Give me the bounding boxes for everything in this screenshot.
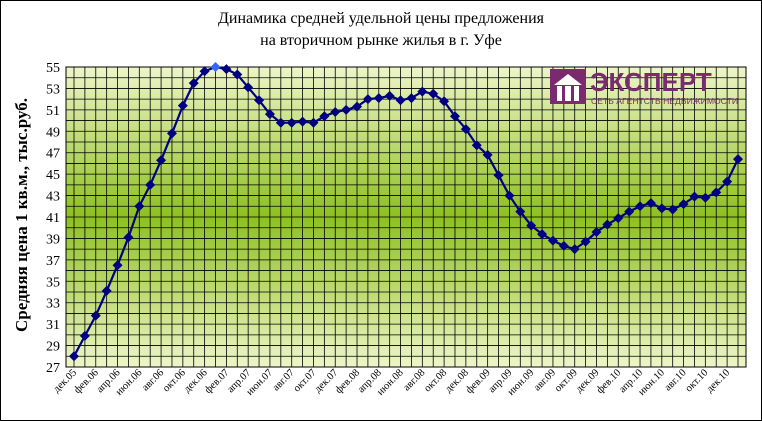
data-point xyxy=(199,66,210,77)
data-point xyxy=(79,330,90,341)
x-tick-label: авг.09 xyxy=(532,367,558,393)
y-tick-label: 31 xyxy=(46,318,60,333)
data-point xyxy=(428,88,439,99)
data-point xyxy=(504,190,515,201)
x-tick-label: авг.10 xyxy=(663,367,689,393)
data-point xyxy=(297,116,308,127)
chart-title-line-2: на вторичном рынке жилья в г. Уфе xyxy=(260,32,502,49)
data-point xyxy=(264,109,275,120)
logo-wordmark: ЭКСПЕРТ xyxy=(590,67,712,97)
data-point xyxy=(547,235,558,246)
data-point xyxy=(134,201,145,212)
y-tick-label: 37 xyxy=(46,254,60,269)
data-point xyxy=(112,260,123,271)
x-tick-label: фев.06 xyxy=(72,367,101,396)
data-point xyxy=(166,128,177,139)
y-axis-ticks: 27 29 31 33 35 37 39 41 43 45 47 49 51 53 55 xyxy=(46,61,60,376)
data-point xyxy=(101,285,112,296)
x-tick-label: авг.07 xyxy=(271,367,297,393)
data-point xyxy=(471,140,482,151)
logo-house-icon xyxy=(550,69,586,104)
logo-tagline: СЕТЬ АГЕНТСТВ НЕДВИЖИМОСТИ xyxy=(591,96,738,106)
ekspert-logo: ЭКСПЕРТ СЕТЬ АГЕНТСТВ НЕДВИЖИМОСТИ xyxy=(550,67,738,106)
data-point xyxy=(384,90,395,101)
data-point xyxy=(700,192,711,203)
y-tick-label: 33 xyxy=(46,297,60,312)
data-point xyxy=(406,93,417,104)
data-point xyxy=(678,199,689,210)
y-tick-label: 27 xyxy=(46,361,60,376)
x-tick-label: авг.08 xyxy=(401,367,427,393)
data-point xyxy=(319,111,330,122)
chart-title-line-1: Динамика средней удельной цены предложен… xyxy=(217,10,545,27)
y-tick-label: 39 xyxy=(46,232,60,247)
x-tick-label: фев.09 xyxy=(464,367,493,396)
data-point xyxy=(591,227,602,237)
data-point xyxy=(254,95,265,106)
y-tick-label: 35 xyxy=(46,275,60,290)
data-point xyxy=(569,244,580,255)
data-point xyxy=(449,111,460,122)
y-tick-label: 45 xyxy=(46,168,60,183)
y-tick-label: 53 xyxy=(46,82,60,97)
data-point xyxy=(493,170,504,181)
y-tick-label: 49 xyxy=(46,125,60,140)
data-point xyxy=(711,187,722,198)
x-tick-label: авг.06 xyxy=(140,367,166,393)
data-point xyxy=(733,154,743,165)
data-point xyxy=(537,229,548,240)
data-point xyxy=(69,351,79,362)
data-point xyxy=(482,149,493,160)
y-tick-label: 41 xyxy=(46,211,60,226)
data-point xyxy=(308,117,319,128)
data-point xyxy=(635,201,646,212)
data-point xyxy=(667,204,678,215)
data-point xyxy=(395,95,406,106)
data-point xyxy=(286,117,297,128)
data-point xyxy=(417,86,428,97)
data-point xyxy=(90,310,101,321)
data-point xyxy=(656,203,667,214)
series-price xyxy=(69,62,743,362)
data-point xyxy=(188,78,199,89)
data-point xyxy=(613,213,624,224)
data-point xyxy=(515,206,526,217)
data-point xyxy=(232,69,243,80)
y-tick-label: 29 xyxy=(46,340,60,355)
data-point xyxy=(645,198,656,209)
data-point xyxy=(341,104,352,115)
data-point xyxy=(145,179,156,190)
data-point xyxy=(689,191,700,202)
data-point xyxy=(330,107,341,117)
data-point xyxy=(362,94,373,105)
data-point xyxy=(243,82,254,93)
x-axis-ticks: дек.05фев.06апр.06июн.06авг.06окт.06дек.… xyxy=(51,367,732,398)
data-point xyxy=(439,96,450,107)
x-tick-label: фев.07 xyxy=(203,367,232,396)
data-point xyxy=(580,236,591,247)
x-tick-label: фев.08 xyxy=(333,367,362,396)
data-point xyxy=(624,206,635,217)
data-point xyxy=(177,100,188,111)
data-point xyxy=(602,219,613,230)
data-point xyxy=(558,240,569,251)
data-point xyxy=(460,124,471,135)
data-point xyxy=(156,155,167,166)
x-tick-label: дек.10 xyxy=(704,367,732,395)
data-point xyxy=(275,117,286,128)
data-point xyxy=(373,93,384,104)
data-point xyxy=(352,101,363,112)
data-point-highlighted xyxy=(210,62,221,72)
data-point xyxy=(722,176,733,187)
y-tick-label: 43 xyxy=(46,190,60,205)
data-point xyxy=(123,232,134,243)
data-point xyxy=(221,64,232,75)
x-tick-label: фев.10 xyxy=(595,367,624,396)
data-point xyxy=(526,220,537,231)
y-tick-label: 47 xyxy=(46,147,60,162)
y-tick-label: 55 xyxy=(46,61,60,76)
y-tick-label: 51 xyxy=(46,104,60,119)
